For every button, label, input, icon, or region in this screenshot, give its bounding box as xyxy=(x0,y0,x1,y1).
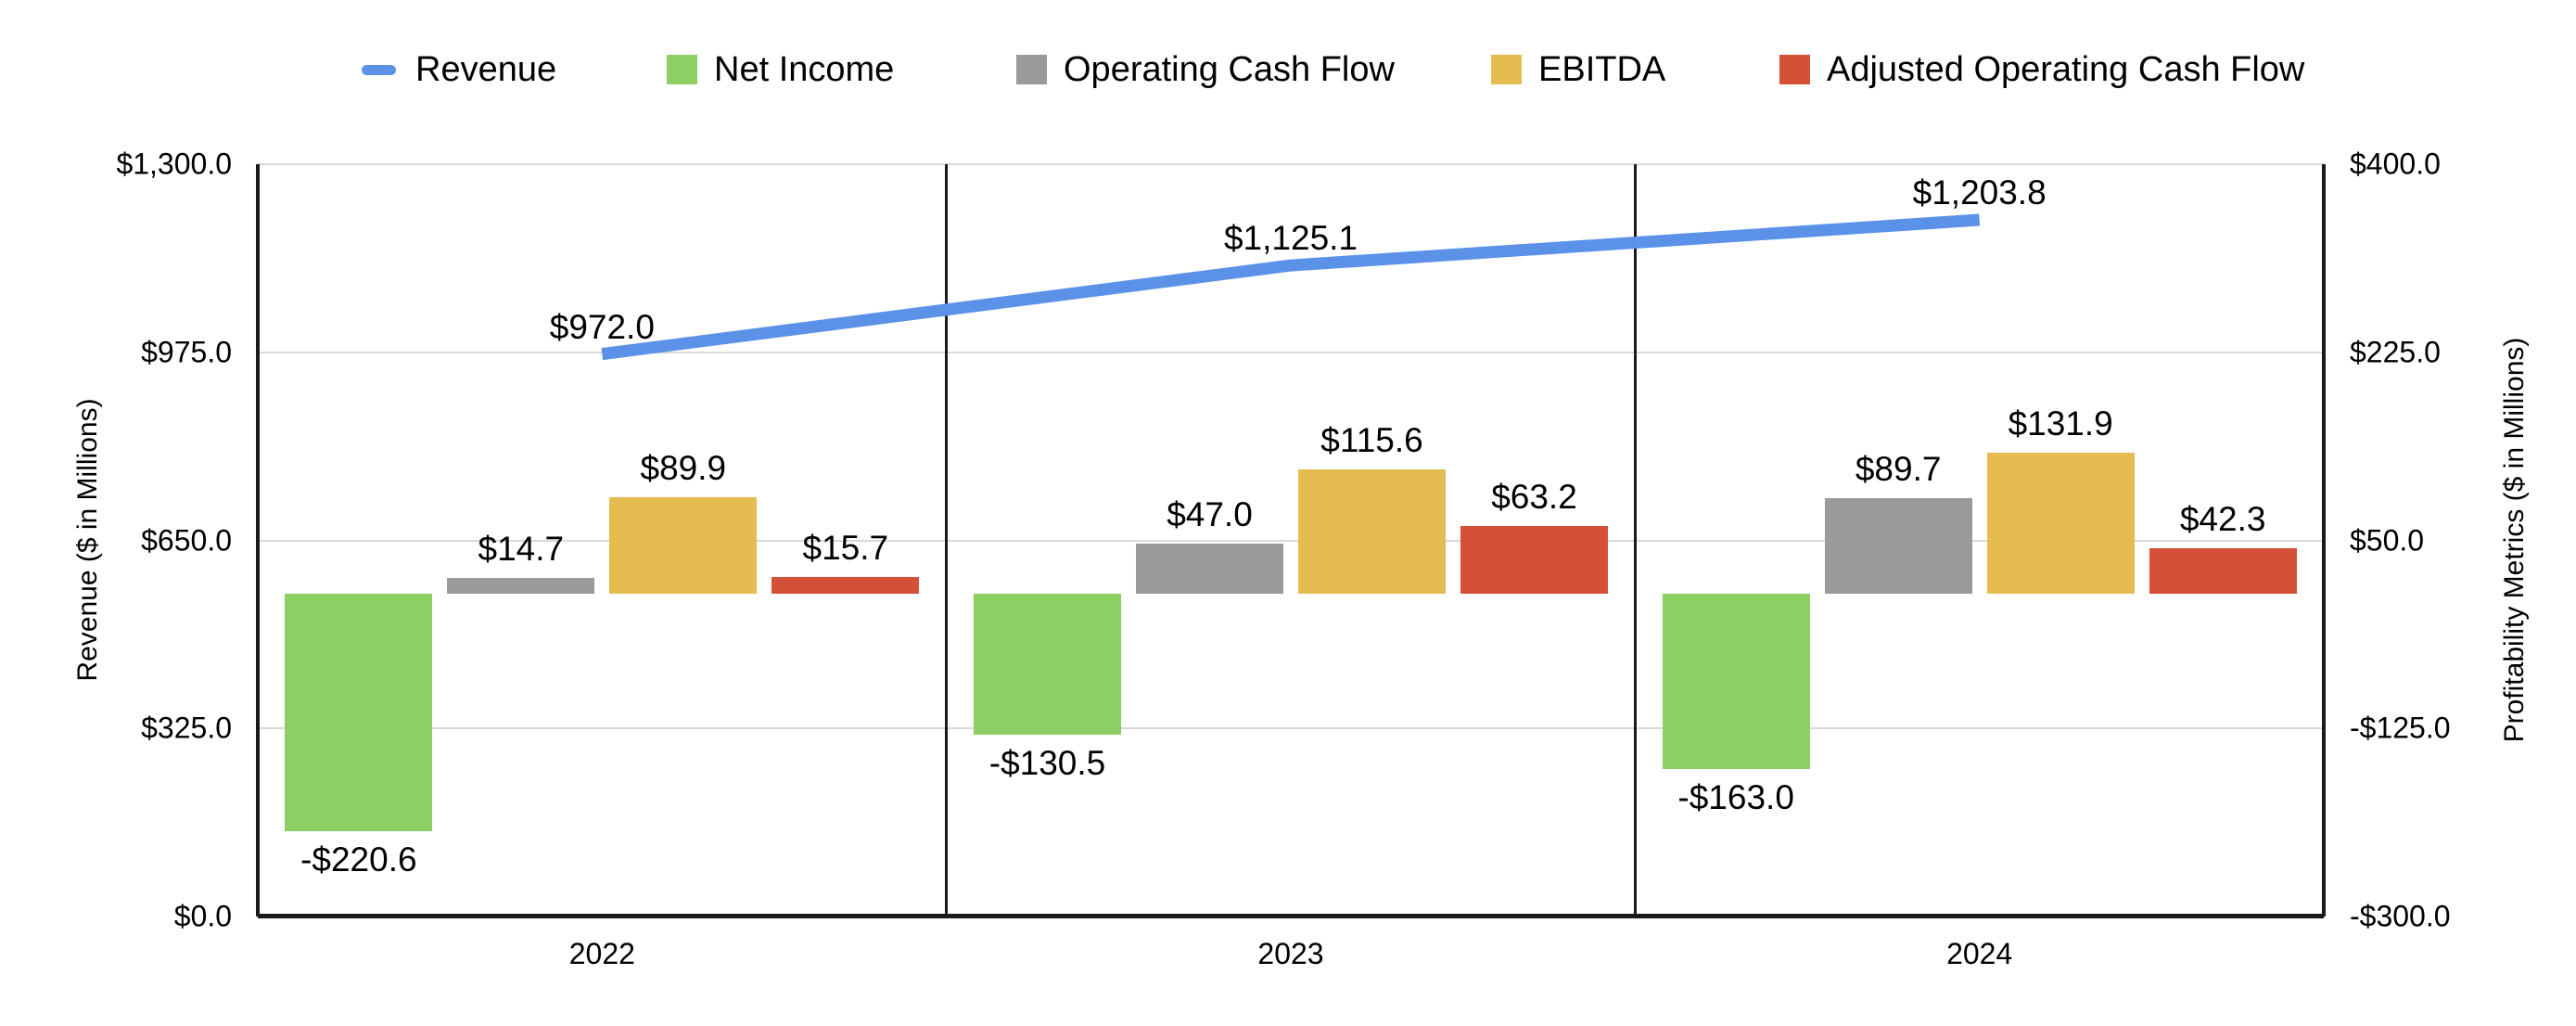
right-axis-tick-50: $50.0 xyxy=(2350,523,2425,557)
plot-area xyxy=(256,163,2326,918)
bar-label-ebitda-2024: $131.9 xyxy=(2008,404,2113,442)
ebitda-swatch-icon xyxy=(1491,55,1522,84)
bar-net-income-2022 xyxy=(285,594,433,831)
net-income-swatch-icon xyxy=(667,55,697,84)
bar-net-income-2024 xyxy=(1662,594,1810,770)
line-label-revenue-2022: $972.0 xyxy=(549,307,655,346)
x-axis-label-2023: 2023 xyxy=(1257,937,1324,970)
bar-adjusted-operating-cash-flow-2022 xyxy=(772,577,920,595)
line-label-revenue-2023: $1,125.1 xyxy=(1223,219,1358,258)
left-axis-tick-1300: $1,300.0 xyxy=(116,147,232,181)
left-axis-tick-650: $650.0 xyxy=(141,523,232,557)
gridline-975 xyxy=(258,351,2324,353)
bar-ebitda-2024 xyxy=(1986,452,2135,595)
right-axis-tick-400: $400.0 xyxy=(2350,147,2441,181)
bar-label-ebitda-2023: $115.6 xyxy=(1320,421,1423,460)
bar-label-adjusted-operating-cash-flow-2022: $15.7 xyxy=(802,529,889,568)
right-axis-tick-225: $225.0 xyxy=(2350,335,2441,369)
panel-divider-1 xyxy=(945,164,949,917)
left-axis-tick-0: $0.0 xyxy=(173,899,232,933)
x-axis-line xyxy=(258,914,2324,918)
bar-adjusted-operating-cash-flow-2023 xyxy=(1460,526,1608,595)
line-label-revenue-2024: $1,203.8 xyxy=(1912,173,2047,212)
right-y-axis-line xyxy=(2322,164,2326,917)
bar-operating-cash-flow-2024 xyxy=(1824,497,1972,595)
legend-item-net-income: Net Income xyxy=(667,42,894,97)
bar-net-income-2023 xyxy=(974,594,1121,735)
bar-label-net-income-2024: -$163.0 xyxy=(1677,778,1794,817)
right-axis-title: Profitability Metrics ($ in Millions) xyxy=(2499,337,2530,743)
bar-ebitda-2023 xyxy=(1298,469,1446,595)
legend-label-adjusted-operating-cash-flow: Adjusted Operating Cash Flow xyxy=(1827,50,2305,89)
legend-label-operating-cash-flow: Operating Cash Flow xyxy=(1064,50,1395,89)
right-axis-tick--125: -$125.0 xyxy=(2350,711,2451,745)
bar-label-operating-cash-flow-2024: $89.7 xyxy=(1855,449,1942,488)
bar-label-adjusted-operating-cash-flow-2024: $42.3 xyxy=(2179,500,2266,539)
gridline-1300 xyxy=(258,163,2324,165)
left-y-axis-line xyxy=(256,164,260,917)
legend-item-operating-cash-flow: Operating Cash Flow xyxy=(1016,42,1395,97)
bar-operating-cash-flow-2023 xyxy=(1136,543,1283,595)
right-axis-tick--300: -$300.0 xyxy=(2350,899,2451,933)
bar-label-net-income-2023: -$130.5 xyxy=(988,743,1106,782)
bar-ebitda-2022 xyxy=(609,497,758,595)
legend-label-revenue: Revenue xyxy=(415,50,557,89)
operating-cash-flow-swatch-icon xyxy=(1016,55,1047,84)
legend-item-ebitda: EBITDA xyxy=(1491,42,1665,97)
bar-label-adjusted-operating-cash-flow-2023: $63.2 xyxy=(1491,478,1577,517)
left-axis-tick-975: $975.0 xyxy=(141,335,232,369)
gridline-650 xyxy=(258,539,2324,542)
bar-label-ebitda-2022: $89.9 xyxy=(640,449,727,488)
adjusted-operating-cash-flow-swatch-icon xyxy=(1779,55,1810,84)
gridline-325 xyxy=(258,727,2324,730)
bar-label-net-income-2022: -$220.6 xyxy=(300,840,417,879)
bar-operating-cash-flow-2022 xyxy=(447,578,595,595)
x-axis-label-2024: 2024 xyxy=(1946,937,2013,970)
revenue-line-marker-icon xyxy=(362,64,396,75)
bar-adjusted-operating-cash-flow-2024 xyxy=(2149,548,2297,595)
left-axis-tick-325: $325.0 xyxy=(141,711,232,745)
legend-label-net-income: Net Income xyxy=(714,50,895,89)
legend-label-ebitda: EBITDA xyxy=(1538,50,1666,89)
bar-label-operating-cash-flow-2022: $14.7 xyxy=(478,530,565,569)
panel-divider-2 xyxy=(1633,164,1637,917)
x-axis-label-2022: 2022 xyxy=(568,937,635,970)
legend-item-revenue: Revenue xyxy=(362,42,556,97)
bar-label-operating-cash-flow-2023: $47.0 xyxy=(1167,494,1253,533)
legend-item-adjusted-operating-cash-flow: Adjusted Operating Cash Flow xyxy=(1779,42,2304,97)
